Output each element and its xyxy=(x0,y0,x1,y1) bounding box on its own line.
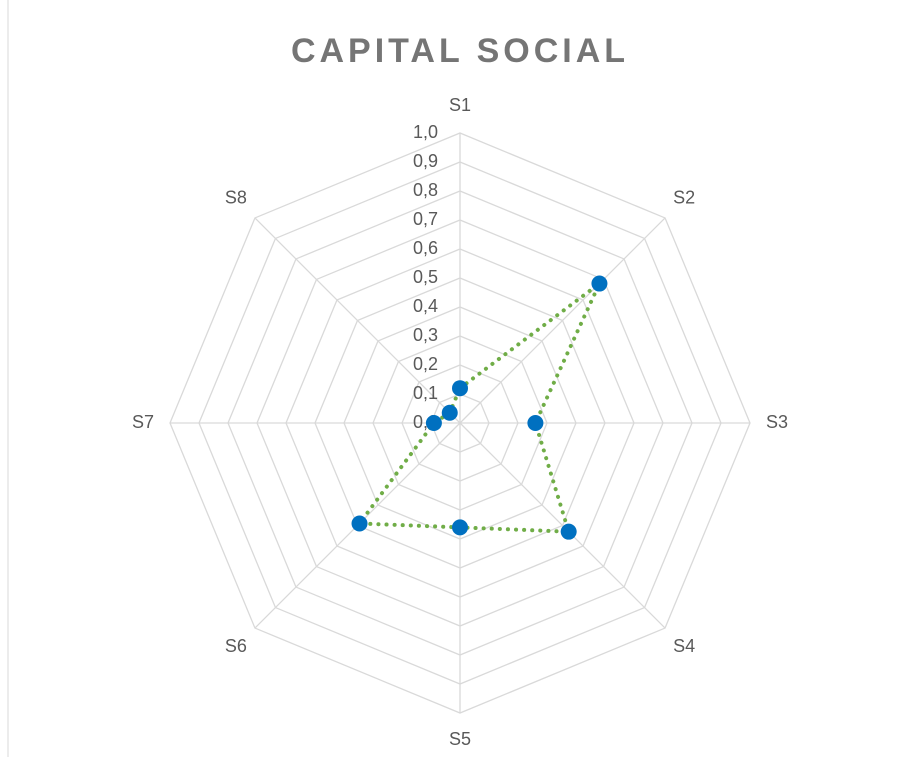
category-label: S2 xyxy=(673,188,695,208)
data-point xyxy=(441,404,458,421)
category-label: S8 xyxy=(225,188,247,208)
tick-label: 1,0 xyxy=(413,122,438,142)
tick-label: 0,5 xyxy=(413,267,438,287)
spoke xyxy=(459,422,666,629)
category-label: S5 xyxy=(449,729,471,749)
tick-label: 0,1 xyxy=(413,383,438,403)
category-label: S7 xyxy=(132,412,154,432)
tick-label: 0,6 xyxy=(413,238,438,258)
chart-title: CAPITAL SOCIAL xyxy=(291,32,629,70)
spoke xyxy=(254,217,461,424)
category-label: S3 xyxy=(766,412,788,432)
data-point xyxy=(425,415,442,431)
data-point xyxy=(452,380,468,397)
tick-label: 0,7 xyxy=(413,209,438,229)
data-point xyxy=(452,519,468,536)
data-point xyxy=(560,523,577,540)
category-label: S6 xyxy=(225,636,247,656)
tick-label: 0,2 xyxy=(413,354,438,374)
data-point xyxy=(527,415,544,431)
tick-label: 0,9 xyxy=(413,151,438,171)
data-point xyxy=(591,275,608,292)
spoke xyxy=(459,217,666,424)
category-label: S4 xyxy=(673,636,695,656)
series-line xyxy=(355,281,602,534)
tick-label: 0,3 xyxy=(413,325,438,345)
tick-label: 0,8 xyxy=(413,180,438,200)
data-point xyxy=(351,515,368,532)
tick-label: 0,4 xyxy=(413,296,438,316)
category-label: S1 xyxy=(449,95,471,115)
